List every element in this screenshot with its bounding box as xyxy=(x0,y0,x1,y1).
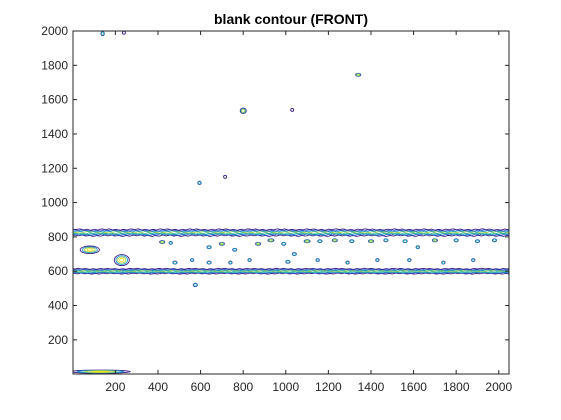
contour-blob-16-level-3 xyxy=(256,242,260,246)
y-tick-label-800: 800 xyxy=(48,230,68,244)
axes-background xyxy=(73,31,509,374)
contour-blob-39-level-2 xyxy=(345,260,350,265)
y-tick-label-1400: 1400 xyxy=(41,127,68,141)
x-tick-label-1000: 1000 xyxy=(272,380,299,394)
contour-blob-8-level-4 xyxy=(119,258,125,263)
x-tick-label-400: 400 xyxy=(148,380,168,394)
contour-blob-11-level-3 xyxy=(160,240,165,244)
x-axis-ticks: 200 400 600 800 1000 1200 1400 1600 1800 2000 xyxy=(105,31,512,394)
contour-band-2-level-1 xyxy=(73,272,509,275)
contour-blob-22-level-3 xyxy=(332,239,337,242)
contour-blob-6-level-2 xyxy=(197,181,202,185)
contour-blob-24-level-3 xyxy=(369,239,373,243)
contour-band-2-level-7 xyxy=(73,268,509,271)
contour-blob-35-level-2 xyxy=(228,260,233,265)
contour-blob-9-level-3 xyxy=(84,247,96,253)
contour-blob-18-level-2 xyxy=(281,242,286,246)
contour-blob-25-level-2 xyxy=(383,238,389,242)
contour-blob-10-level-2 xyxy=(193,283,198,287)
y-tick-label-2000: 2000 xyxy=(41,24,68,38)
x-tick-label-1200: 1200 xyxy=(315,380,342,394)
contour-blob-4-level-1 xyxy=(239,107,247,114)
y-axis-ticks: 200 400 600 800 1000 1200 1400 1600 1800 2000 xyxy=(41,24,509,347)
contour-band-1-level-7 xyxy=(73,229,509,232)
contour-blob-9-level-1 xyxy=(79,245,100,255)
contour-band-1-level-8 xyxy=(73,228,509,231)
x-tick-label-1400: 1400 xyxy=(358,380,385,394)
chart-title: blank contour (FRONT) xyxy=(214,11,368,27)
y-tick-label-600: 600 xyxy=(48,264,68,278)
contour-band-2-level-4 xyxy=(73,270,509,273)
contour-band-1-level-1 xyxy=(73,234,509,237)
contour-band-1-level-4 xyxy=(73,232,509,235)
contour-blob-28-level-3 xyxy=(433,239,437,242)
contour-blob-26-level-2 xyxy=(402,239,408,243)
y-tick-label-200: 200 xyxy=(48,333,68,347)
contour-blob-14-level-3 xyxy=(220,242,224,246)
y-tick-label-1200: 1200 xyxy=(41,161,68,175)
contour-blob-29-level-2 xyxy=(454,238,459,242)
contour-layer xyxy=(73,31,509,374)
contour-blob-34-level-2 xyxy=(206,260,212,265)
plot-area: 200 400 600 800 1000 1200 1400 1600 1800 2000 200… xyxy=(41,24,512,394)
x-tick-label-1800: 1800 xyxy=(443,380,470,394)
contour-blob-1-level-2 xyxy=(100,31,105,36)
contour-blob-27-level-2 xyxy=(416,245,420,249)
contour-blob-32-level-2 xyxy=(172,260,178,265)
contour-blob-8-level-1 xyxy=(113,254,130,267)
x-tick-label-1600: 1600 xyxy=(400,380,427,394)
contour-blob-44-level-4 xyxy=(91,370,110,373)
contour-group xyxy=(73,31,509,374)
contour-band-2-level-3 xyxy=(73,271,509,274)
contour-blob-5-level-1 xyxy=(290,107,295,112)
contour-blob-17-level-3 xyxy=(268,239,273,242)
contour-blob-8-level-3 xyxy=(117,256,127,264)
contour-blob-23-level-2 xyxy=(349,239,354,243)
contour-blob-9-level-2 xyxy=(81,246,98,254)
x-tick-label-800: 800 xyxy=(233,380,253,394)
contour-blob-4-level-3 xyxy=(241,108,246,113)
contour-blob-38-level-2 xyxy=(315,258,320,262)
contour-blob-37-level-2 xyxy=(285,260,291,264)
contour-blob-19-level-2 xyxy=(292,252,297,256)
contour-blob-4-level-2 xyxy=(240,108,246,114)
contour-blob-13-level-2 xyxy=(206,245,212,249)
contour-blob-8-level-2 xyxy=(115,255,129,265)
x-tick-label-2000: 2000 xyxy=(485,380,512,394)
contour-blob-31-level-2 xyxy=(492,238,497,242)
contour-blob-20-level-3 xyxy=(305,239,310,243)
y-tick-label-1800: 1800 xyxy=(41,58,68,72)
contour-blob-40-level-2 xyxy=(375,258,380,262)
contour-blob-7-level-1 xyxy=(223,174,228,179)
contour-blob-21-level-2 xyxy=(317,239,323,243)
contour-blob-15-level-2 xyxy=(232,248,237,252)
contour-blob-42-level-2 xyxy=(441,260,446,265)
contour-blob-43-level-2 xyxy=(471,258,475,262)
x-tick-label-600: 600 xyxy=(191,380,211,394)
contour-blob-12-level-2 xyxy=(169,241,173,245)
y-tick-label-400: 400 xyxy=(48,299,68,313)
contour-blob-3-level-3 xyxy=(356,73,361,77)
x-tick-label-200: 200 xyxy=(105,380,125,394)
y-tick-label-1600: 1600 xyxy=(41,93,68,107)
contour-band-2-level-8 xyxy=(73,267,509,270)
contour-blob-33-level-2 xyxy=(190,258,194,262)
contour-blob-9-level-4 xyxy=(86,248,94,252)
contour-blob-30-level-2 xyxy=(475,239,480,243)
contour-blob-41-level-2 xyxy=(407,258,412,262)
y-tick-label-1000: 1000 xyxy=(41,196,68,210)
contour-blob-36-level-2 xyxy=(247,258,252,262)
